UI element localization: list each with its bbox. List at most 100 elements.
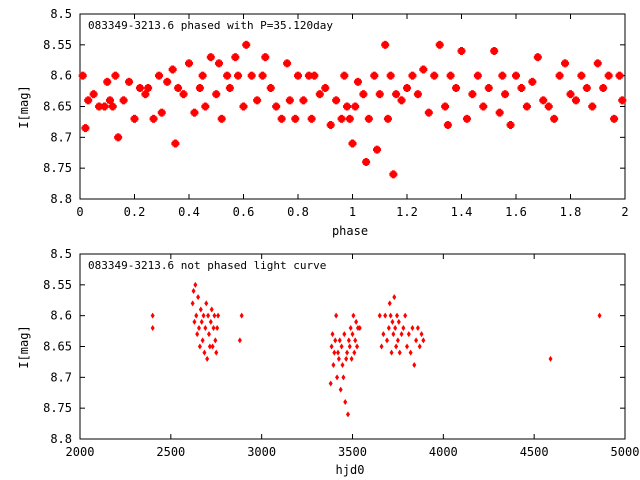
data-point: [242, 40, 251, 49]
data-point: [217, 114, 226, 123]
data-point: [125, 77, 134, 86]
data-point: [208, 318, 213, 325]
data-point: [544, 102, 553, 111]
data-point: [105, 96, 114, 105]
data-point: [272, 102, 281, 111]
data-point: [237, 337, 242, 344]
data-point: [168, 65, 177, 74]
data-point: [192, 318, 197, 325]
data-point: [351, 102, 360, 111]
phased-y-axis-label: I[mag]: [17, 85, 31, 128]
data-point: [206, 331, 211, 338]
data-point: [498, 71, 507, 80]
data-point: [198, 71, 207, 80]
data-point: [340, 362, 345, 368]
data-point: [78, 71, 87, 80]
data-point: [355, 343, 360, 350]
y-tick-label: 8.5: [50, 247, 72, 261]
y-tick-label: 8.8: [50, 192, 72, 206]
data-point: [223, 71, 232, 80]
data-point: [415, 325, 420, 331]
data-point: [490, 47, 499, 55]
data-point: [396, 318, 401, 325]
data-point: [150, 312, 155, 319]
x-tick-label: 0.8: [287, 205, 309, 219]
data-point: [353, 337, 358, 344]
data-point: [383, 312, 388, 319]
data-point: [593, 59, 602, 68]
data-point: [179, 90, 188, 99]
data-point: [171, 139, 180, 148]
y-tick-label: 8.7: [50, 130, 72, 144]
data-point: [468, 90, 477, 99]
data-point: [539, 96, 548, 105]
data-point: [155, 71, 164, 80]
data-point: [389, 349, 394, 356]
data-point: [202, 349, 207, 356]
data-point: [207, 343, 212, 350]
data-point: [457, 47, 466, 55]
phased-panel: 0 0.2 0.4 0.6 0.8 1 1.2 1.4 1.6 1.8 2 8.5 8.55 8.6 8.6…: [17, 7, 629, 238]
data-point: [203, 325, 208, 331]
data-point: [571, 96, 580, 105]
y-tick-label: 8.75: [43, 161, 72, 175]
x-tick-label: 1: [349, 205, 356, 219]
y-tick-label: 8.7: [50, 370, 72, 384]
data-point: [346, 337, 351, 344]
data-point: [212, 312, 217, 319]
data-point: [258, 71, 267, 80]
y-tick-label: 8.8: [50, 432, 72, 446]
data-point: [392, 294, 397, 301]
data-point: [111, 71, 120, 80]
data-point: [381, 331, 386, 338]
data-point: [379, 343, 384, 350]
x-tick-label: 0.4: [178, 205, 200, 219]
data-point: [347, 343, 352, 350]
data-point: [341, 374, 346, 381]
data-point: [375, 90, 384, 99]
data-point: [548, 355, 553, 362]
data-point: [421, 337, 426, 344]
data-point: [348, 325, 353, 331]
data-point: [336, 355, 341, 362]
unphased-x-axis-label: hjd0: [336, 463, 365, 477]
data-point: [84, 96, 93, 105]
data-point: [386, 71, 395, 80]
data-point: [351, 312, 356, 319]
unphased-data-points: [150, 281, 602, 418]
data-point: [599, 84, 608, 92]
x-tick-label: 1.2: [396, 205, 418, 219]
data-point: [344, 355, 349, 362]
data-point: [414, 337, 419, 344]
x-tick-label: 3000: [247, 445, 276, 459]
data-point: [338, 386, 343, 393]
data-point: [190, 300, 195, 307]
data-point: [340, 71, 349, 80]
data-point: [388, 312, 393, 319]
data-point: [333, 337, 338, 344]
data-point: [239, 102, 248, 111]
data-point: [452, 84, 461, 92]
data-point: [294, 71, 302, 80]
data-point: [393, 325, 398, 331]
data-point: [144, 84, 153, 92]
data-point: [335, 349, 340, 356]
data-point: [373, 145, 382, 154]
data-point: [201, 312, 206, 319]
data-point: [163, 77, 172, 86]
data-point: [291, 114, 300, 123]
data-point: [206, 53, 215, 62]
data-point: [337, 337, 342, 344]
data-point: [353, 77, 362, 86]
data-point: [329, 343, 334, 350]
unphased-axis-ticks: 2000 2500 3000 3500 4000 4500 5000 8.5 8.55 8.6 8.…: [43, 247, 639, 459]
x-tick-label: 5000: [611, 445, 640, 459]
data-point: [381, 40, 390, 49]
data-point: [261, 53, 270, 62]
data-point: [597, 312, 602, 319]
data-point: [343, 102, 352, 111]
data-point: [225, 84, 234, 92]
data-point: [266, 84, 275, 92]
x-tick-label: 1.8: [560, 205, 582, 219]
